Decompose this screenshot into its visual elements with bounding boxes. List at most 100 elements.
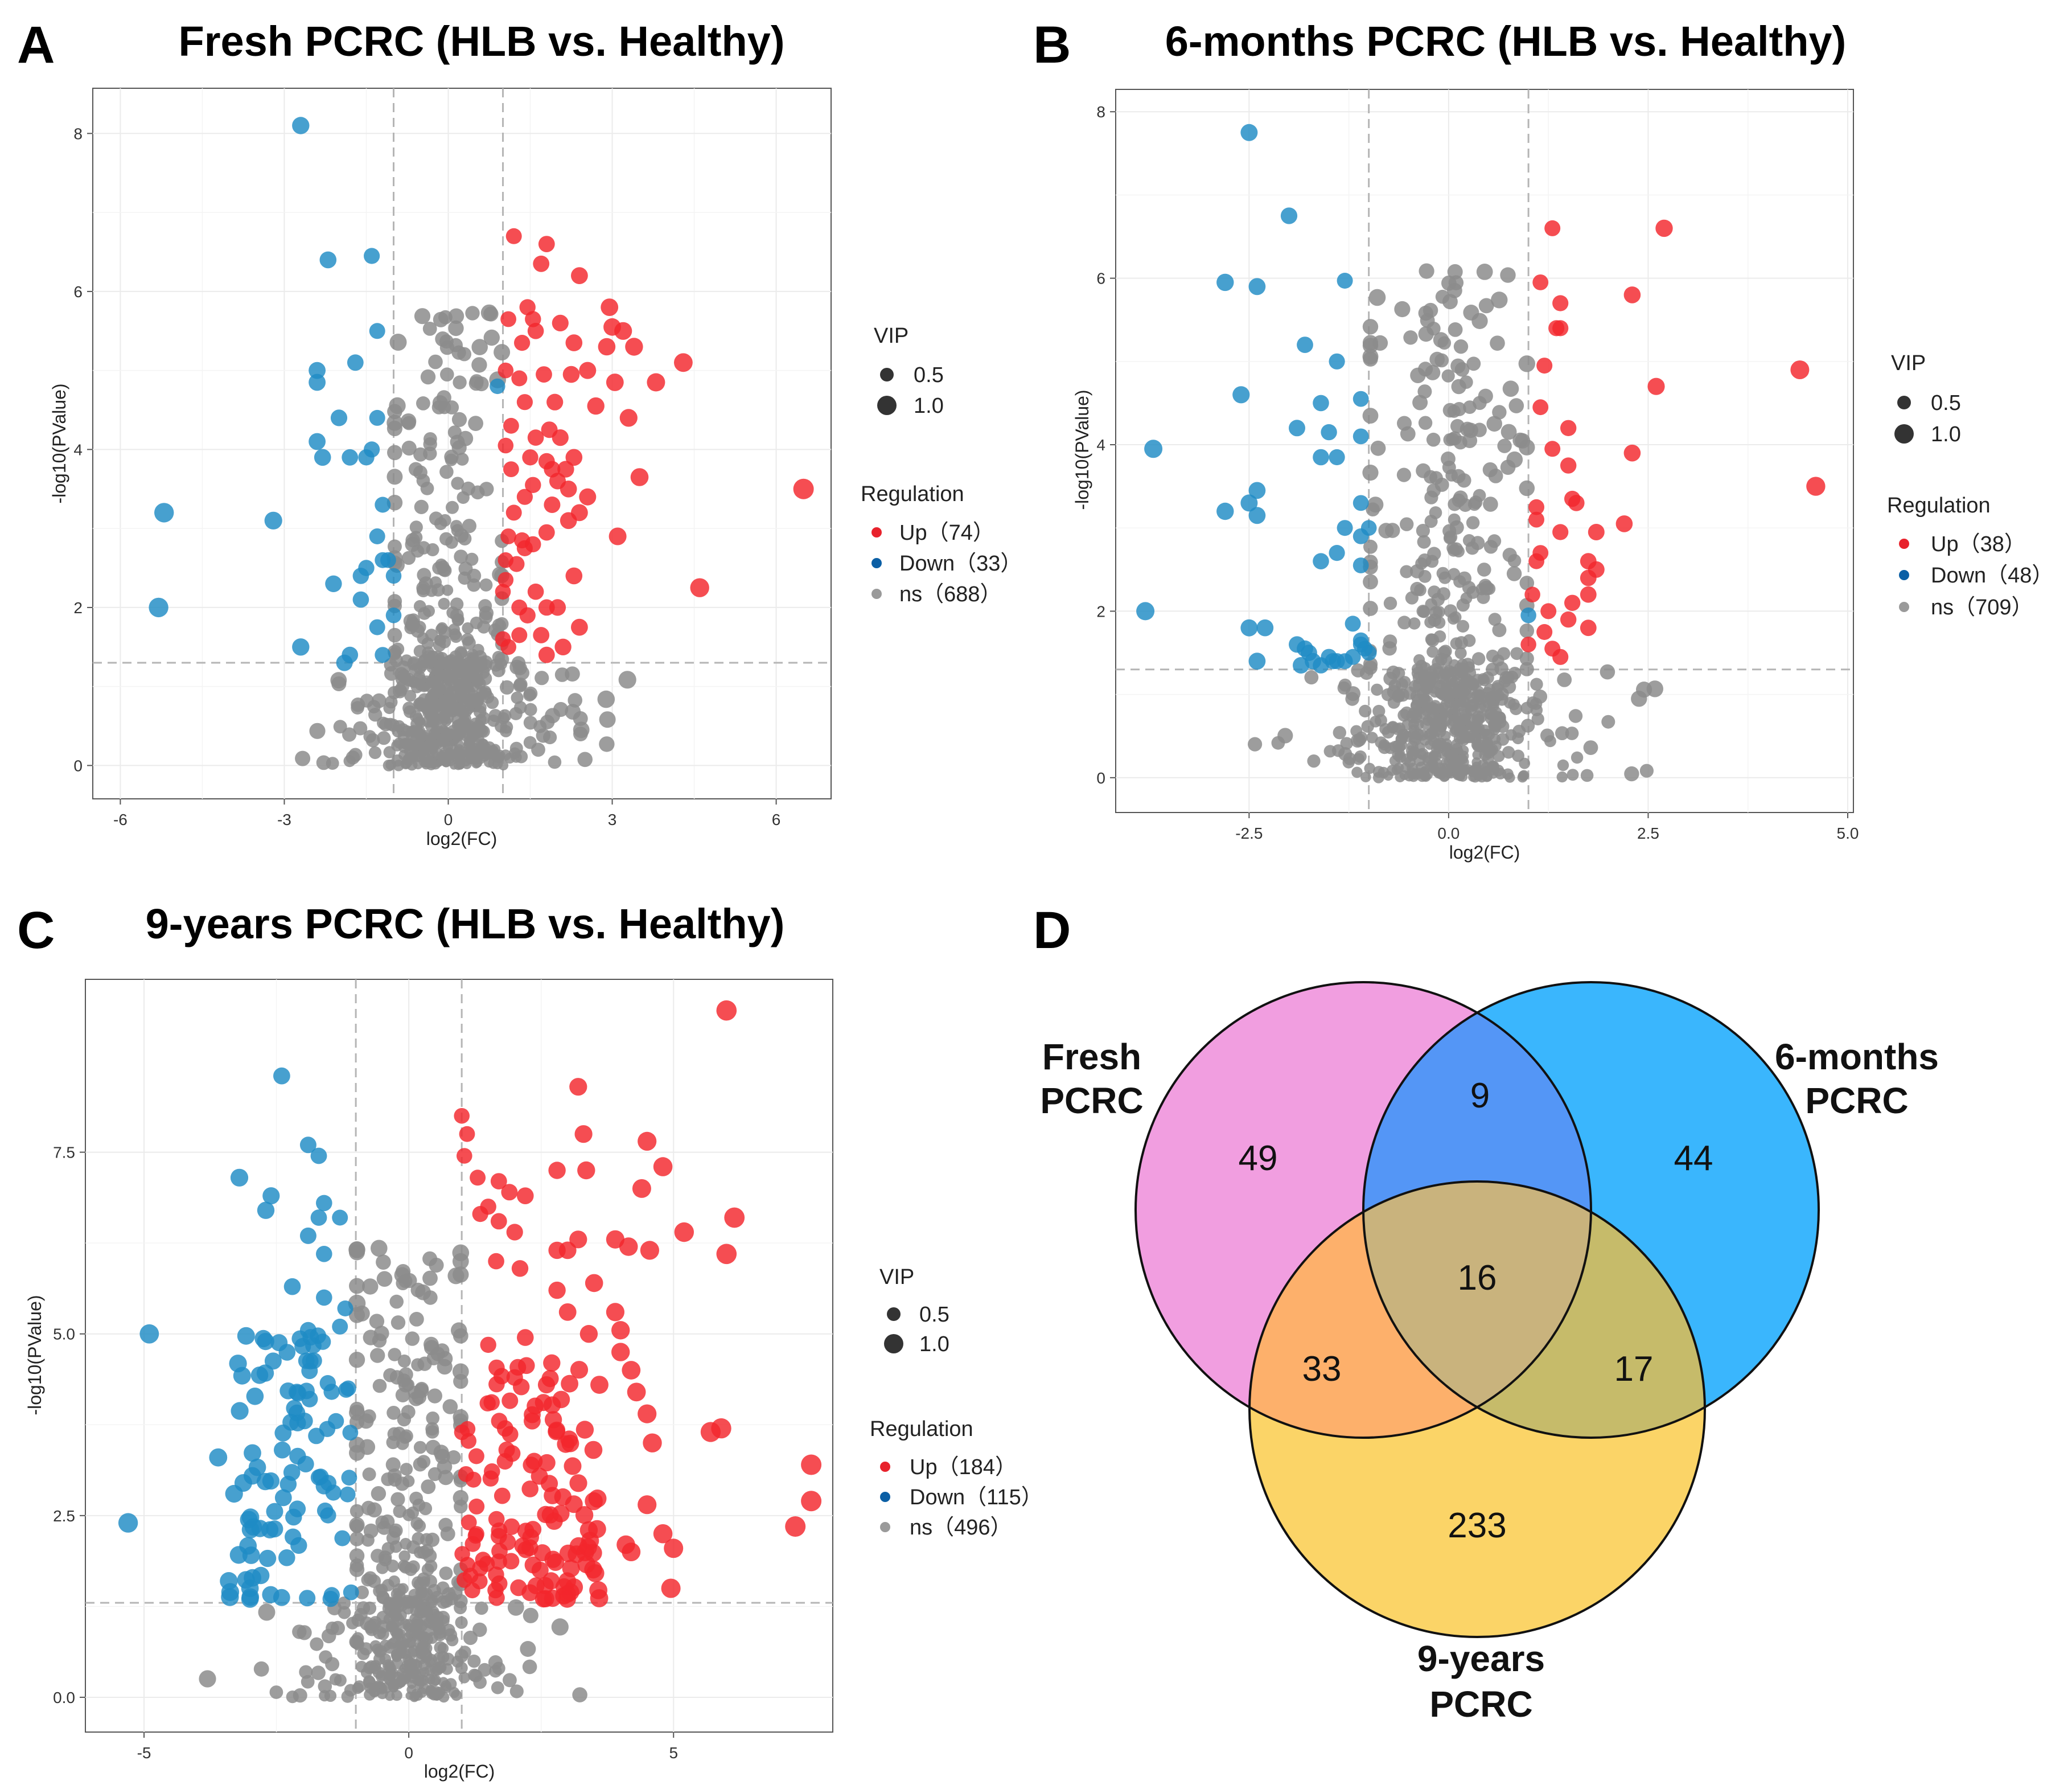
panel-b-up-point-20 [1615, 515, 1633, 532]
panel-a-up-point-8 [500, 311, 516, 327]
panel-c-down-point-25 [278, 1549, 295, 1566]
panel-a-up-point-66 [508, 556, 525, 572]
panel-a-ns-point-364 [424, 432, 437, 446]
panel-a-ns-point-521 [402, 701, 416, 715]
panel-c-ns-points [199, 1240, 587, 1704]
panel-b-ns-point-648 [1502, 380, 1519, 397]
panel-c-ns-point-122 [478, 1663, 492, 1677]
panel-b-ns-point-471 [1458, 498, 1473, 512]
panel-b-ns-point-38 [1304, 670, 1319, 685]
panel-c-down-point-56 [301, 1363, 318, 1380]
panel-c-vip-small-label: 0.5 [919, 1303, 949, 1327]
panel-b-up-point-11 [1560, 420, 1577, 436]
panel-c-up-point-9 [653, 1157, 673, 1176]
panel-a: A Fresh PCRC (HLB vs. Healthy) -6 -3 0 3 6 0… [17, 16, 1022, 849]
panel-b-ns-point-510 [1360, 772, 1371, 782]
panel-c-up-point-27 [716, 1244, 737, 1265]
panel-b-ns-point-630 [1410, 699, 1422, 711]
panel-c-down-point-12 [139, 1324, 159, 1344]
panel-b-vip-small-label: 0.5 [1931, 391, 1961, 415]
panel-a-up-point-10 [552, 314, 569, 332]
panel-a-up-point-18 [536, 366, 552, 383]
panel-b-ns-point-526 [1533, 690, 1548, 704]
panel-b-ns-point-45 [1363, 539, 1378, 554]
panel-c-ns-point-485 [429, 1257, 444, 1273]
panel-b-ns-point-457 [1469, 495, 1483, 510]
panel-b-down-point-6 [1329, 353, 1345, 370]
panel-a-down-point-25 [375, 552, 391, 568]
panel-a-ns-point-563 [397, 669, 411, 683]
panel-b-ns-point-346 [1500, 267, 1516, 283]
panel-c-ns-point-259 [453, 1373, 468, 1389]
panel-a-ns-point-644 [416, 474, 430, 487]
panel-a-ns-point-674 [416, 700, 428, 712]
panel-a-up-point-30 [522, 449, 538, 466]
panel-b-ns-point-633 [1410, 581, 1424, 596]
panel-b-ns-point-550 [1370, 440, 1386, 456]
panel-b-ns-point-394 [1488, 613, 1502, 626]
panel-a-down-point-17 [369, 528, 385, 544]
panel-a-ns-point-494 [426, 758, 437, 769]
panel-c-ns-point-439 [434, 1641, 447, 1654]
panel-c-down-point-106 [251, 1520, 269, 1537]
panel-b-ns-point-365 [1463, 400, 1477, 414]
panel-c-ns-point-385 [438, 1470, 454, 1486]
panel-a-down-point-22 [385, 568, 402, 584]
panel-a-ns-point-616 [387, 420, 403, 437]
panel-c-up-point-85 [501, 1392, 519, 1409]
panel-b-ns-point-595 [1433, 616, 1446, 629]
panel-c-ns-point-326 [400, 1538, 412, 1550]
panel-b-ns-point-548 [1463, 661, 1475, 673]
panel-a-ytick-label-3: 6 [73, 283, 83, 301]
panel-a-ns-point-675 [461, 717, 471, 729]
panel-c-down-point-110 [262, 1472, 279, 1490]
panel-c-up-point-13 [501, 1184, 518, 1201]
panel-b-ytick-label-4: 8 [1096, 103, 1105, 121]
panel-c-vip-small-marker [887, 1307, 901, 1321]
panel-b-ns-point-502 [1450, 668, 1462, 680]
panel-b-ns-point-581 [1472, 422, 1487, 437]
panel-d-letter: D [1033, 901, 1071, 959]
panel-c-down-point-65 [274, 1441, 291, 1459]
panel-c-ns-point-378 [398, 1377, 414, 1393]
panel-b-ns-point-155 [1416, 524, 1430, 538]
panel-c-ns-point-464 [392, 1583, 406, 1597]
panel-c-up-point-4 [574, 1125, 593, 1143]
panel-a-ns-point-479 [468, 416, 483, 431]
panel-a-up-point-2 [533, 255, 550, 272]
panel-c-ns-point-364 [397, 1354, 411, 1368]
panel-c-regulation-title: Regulation [870, 1417, 973, 1441]
panel-a-up-point-12 [603, 318, 621, 336]
panel-a-up-point-9 [527, 323, 544, 339]
panel-b-ns-point-86 [1351, 766, 1363, 778]
panel-c-up-point-20 [506, 1224, 523, 1241]
panel-a-ns-point-254 [383, 701, 396, 715]
panel-b-ns-point-261 [1403, 330, 1418, 345]
panel-b-ns-point-620 [1392, 749, 1404, 761]
panel-b-ns-point-325 [1624, 766, 1639, 782]
panel-c-ns-point-42 [409, 1312, 424, 1327]
panel-b-ns-point-546 [1338, 747, 1352, 761]
panel-c-letter: C [17, 901, 55, 959]
panel-b-ns-point-626 [1497, 647, 1511, 660]
panel-b-ns-point-691 [1454, 722, 1466, 733]
panel-c-ns-point-465 [321, 1628, 336, 1644]
panel-b-ns-point-565 [1497, 438, 1512, 453]
panel-c-up-point-111 [503, 1518, 520, 1535]
panel-b-legend: VIP 0.5 1.0 Regulation Up（38） Down（48） n… [1887, 351, 2053, 619]
panel-b-ns-point-594 [1453, 769, 1462, 778]
panel-c-ns-point-325 [406, 1685, 417, 1695]
panel-c-up-point-1 [454, 1108, 470, 1124]
panel-c-ns-point-305 [396, 1276, 410, 1290]
panel-c-up-point-23 [619, 1237, 638, 1256]
panel-c-ns-point-487 [420, 1614, 431, 1626]
panel-a-up-point-39 [793, 478, 814, 499]
panel-c-up-point-151 [488, 1511, 505, 1528]
panel-b-ns-point-606 [1470, 536, 1485, 551]
panel-a-up-point-60 [500, 639, 516, 655]
panel-a-up-point-67 [549, 599, 566, 616]
panel-c-up-point-57 [622, 1542, 641, 1562]
panel-a-up-point-65 [519, 607, 536, 624]
panel-b-ns-point-298 [1466, 516, 1480, 530]
panel-c-ns-point-184 [472, 1622, 487, 1637]
